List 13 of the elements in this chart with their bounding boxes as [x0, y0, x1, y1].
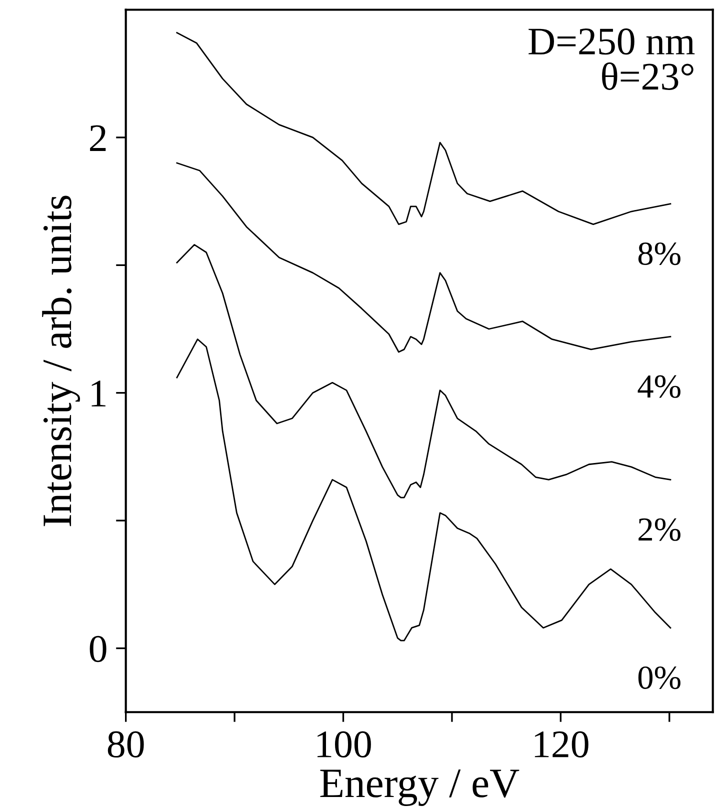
y-axis-title: Intensity / arb. units [42, 196, 80, 526]
x-tick-label: 80 [108, 731, 144, 758]
x-axis-title: Energy / eV [320, 770, 520, 806]
series-label: 2% [638, 518, 680, 541]
series-label: 8% [638, 242, 680, 266]
y-tick-label: 0 [90, 636, 106, 662]
x-tick-label: 120 [534, 731, 588, 758]
x-tick-label: 100 [318, 731, 371, 758]
y-tick-label: 2 [90, 125, 106, 151]
annotation: D=250 nm θ=23° [528, 28, 695, 90]
series-label: 0% [638, 666, 680, 690]
y-tick-label: 1 [92, 380, 106, 406]
series-label: 4% [638, 375, 680, 398]
